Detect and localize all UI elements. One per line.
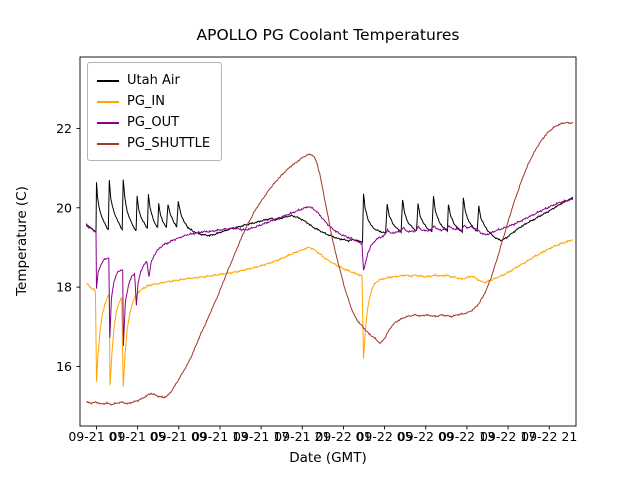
legend-label: PG_SHUTTLE: [127, 136, 211, 151]
x-tick-label-9: 09-22 13: [439, 429, 495, 444]
x-tick-label-8: 09-22 09: [398, 429, 454, 444]
series-layer: [85, 121, 574, 406]
legend-line-sample: [97, 79, 119, 82]
y-tick-label-2: 20: [56, 200, 72, 215]
y-tick-label-0: 16: [56, 359, 72, 374]
plot-frame: [79, 56, 577, 427]
legend-line-sample: [97, 100, 119, 103]
series-line-pg-out: [85, 197, 574, 347]
x-tick-label-4: 09-21 17: [233, 429, 289, 444]
y-axis-label: Temperature (C): [14, 186, 30, 297]
series-line-utah-air: [85, 179, 574, 244]
chart-title: APOLLO PG Coolant Temperatures: [197, 26, 460, 44]
legend-item-pg-shuttle: PG_SHUTTLE: [97, 133, 210, 154]
legend-line-sample: [97, 121, 119, 124]
legend: Utah Air PG_IN PG_OUT PG_SHUTTLE: [87, 62, 223, 161]
legend-label: Utah Air: [127, 73, 180, 88]
x-tick-label-6: 09-22 01: [315, 429, 371, 444]
y-tick-label-1: 18: [56, 280, 72, 295]
legend-item-utah-air: Utah Air: [97, 70, 210, 91]
series-line-pg-in: [85, 239, 574, 387]
x-tick-label-7: 09-22 05: [356, 429, 412, 444]
x-tick-label-10: 09-22 17: [480, 429, 536, 444]
legend-item-pg-in: PG_IN: [97, 91, 210, 112]
legend-label: PG_OUT: [127, 115, 180, 130]
legend-label: PG_IN: [127, 94, 165, 109]
legend-line-sample: [97, 142, 119, 145]
x-tick-label-0: 09-21 01: [68, 429, 124, 444]
legend-item-pg-out: PG_OUT: [97, 112, 210, 133]
x-tick-label-3: 09-21 13: [192, 429, 248, 444]
x-tick-label-5: 09-21 21: [274, 429, 330, 444]
x-tick-label-11: 09-22 21: [521, 429, 577, 444]
x-tick-label-1: 09-21 05: [110, 429, 166, 444]
y-tick-label-3: 22: [56, 121, 72, 136]
series-line-pg-shuttle: [86, 121, 573, 406]
x-axis-label: Date (GMT): [289, 450, 366, 466]
x-tick-label-2: 09-21 09: [151, 429, 207, 444]
